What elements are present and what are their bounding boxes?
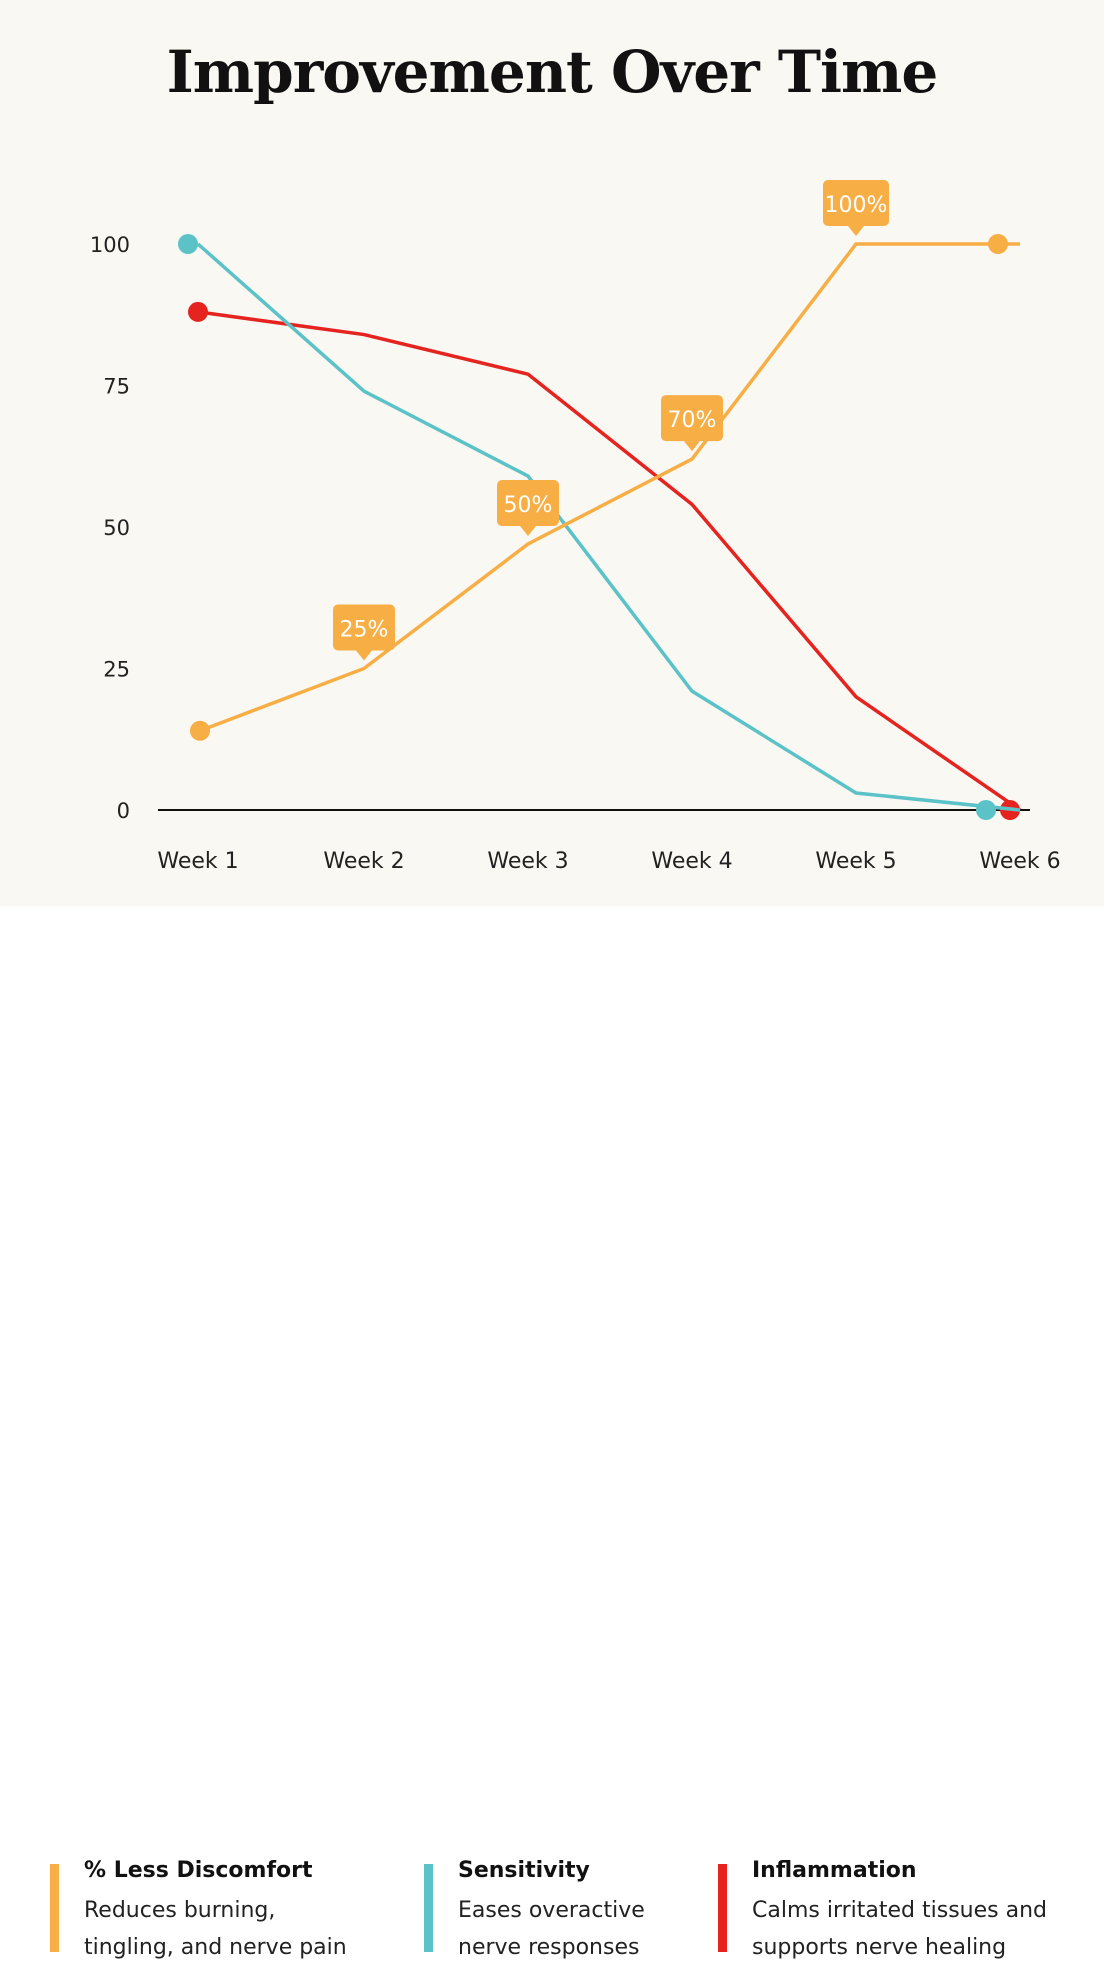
series-line-less-discomfort — [199, 242, 1020, 733]
data-label: 50% — [504, 493, 553, 518]
y-tick-label: 50 — [103, 516, 130, 540]
series-point-less-discomfort — [988, 234, 1008, 254]
data-label: 100% — [825, 193, 888, 218]
legend-swatch-sensitivity — [424, 1864, 433, 1952]
legend-desc-inflammation: Calms irritated tissues and supports ner… — [752, 1892, 1047, 1966]
chart-title: Improvement Over Time — [166, 38, 939, 106]
legend-title-sensitivity: Sensitivity — [458, 1858, 590, 1883]
line-chart: 0 25 50 75 100 Week 1 Week 2 Week 3 Week 4 Week 5… — [90, 180, 1061, 874]
series-point-sensitivity — [178, 234, 198, 254]
callout-box — [333, 604, 395, 651]
series-line-inflammation — [197, 310, 1021, 812]
y-tick-label: 0 — [117, 799, 130, 823]
x-tick-label: Week 6 — [979, 849, 1060, 874]
x-tick-label: Week 3 — [487, 849, 568, 874]
data-callout: 25% — [333, 604, 395, 661]
legend-desc-discomfort: Reduces burning, tingling, and nerve pai… — [84, 1892, 347, 1966]
series-line-sensitivity — [196, 242, 1021, 812]
legend: % Less Discomfort Reduces burning, tingl… — [0, 906, 1104, 1960]
data-label: 25% — [340, 618, 389, 643]
callout-pointer — [356, 650, 372, 661]
legend-title-inflammation: Inflammation — [752, 1858, 917, 1883]
legend-desc-line: Reduces burning, — [84, 1898, 276, 1923]
series-point-less-discomfort — [190, 720, 210, 741]
callout-pointer — [848, 226, 864, 236]
legend-title-discomfort: % Less Discomfort — [84, 1858, 313, 1883]
callout-pointer — [520, 525, 536, 536]
x-tick-label: Week 1 — [157, 849, 238, 874]
callout-box — [497, 479, 559, 526]
legend-desc-line: Eases overactive — [458, 1898, 645, 1923]
data-callout: 70% — [661, 395, 723, 452]
data-callout: 50% — [497, 479, 559, 536]
legend-swatch-inflammation — [718, 1864, 727, 1952]
y-tick-label: 25 — [103, 658, 130, 682]
data-label: 70% — [668, 408, 717, 433]
legend-swatch-discomfort — [50, 1864, 59, 1952]
series-point-inflammation — [188, 301, 208, 322]
legend-desc-line: Calms irritated tissues and — [752, 1898, 1047, 1923]
y-tick-label: 75 — [103, 375, 130, 399]
x-tick-label: Week 2 — [323, 849, 404, 874]
callout-box — [661, 395, 723, 442]
callout-box — [823, 180, 889, 226]
legend-desc-line: tingling, and nerve pain — [84, 1935, 347, 1960]
chart-background — [0, 0, 1104, 906]
data-callout: 100% — [823, 180, 889, 236]
callout-pointer — [684, 441, 700, 452]
legend-desc-line: supports nerve healing — [752, 1935, 1007, 1960]
x-tick-label: Week 5 — [815, 849, 896, 874]
series-point-sensitivity — [976, 800, 996, 820]
y-tick-label: 100 — [90, 233, 130, 257]
legend-desc-sensitivity: Eases overactive nerve responses — [458, 1892, 645, 1966]
legend-desc-line: nerve responses — [458, 1935, 640, 1960]
x-tick-label: Week 4 — [651, 849, 732, 874]
